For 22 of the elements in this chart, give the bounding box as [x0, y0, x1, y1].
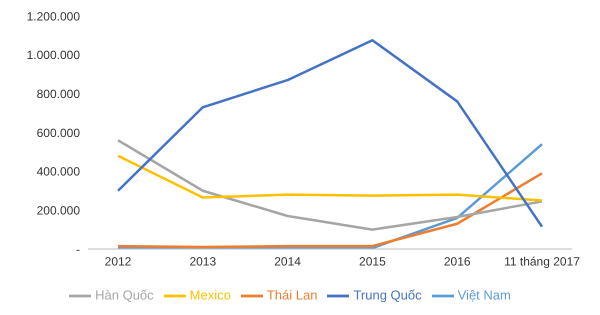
y-tick-label: 1.000.000: [26, 48, 80, 62]
line-series: [116, 39, 544, 228]
legend-label: Mexico: [190, 287, 231, 302]
x-tick-label: 2016: [444, 254, 471, 269]
legend-label: Việt Nam: [458, 287, 511, 302]
y-tick-label: 400.000: [36, 164, 80, 179]
y-tick-label: 600.000: [36, 126, 80, 140]
y-tick-label: 800.000: [36, 86, 80, 101]
x-tick-label: 2015: [359, 254, 386, 269]
x-tick-label: 2012: [104, 254, 132, 269]
legend-label: Trung Quốc: [353, 287, 422, 302]
x-tick-label: 11 tháng 2017: [504, 254, 580, 269]
y-tick-label: -: [76, 242, 80, 256]
y-tick-label: 200.000: [36, 203, 80, 218]
legend-label: Hàn Quốc: [95, 287, 154, 302]
y-tick-label: 1.200.000: [26, 9, 80, 24]
line-series: [116, 139, 544, 231]
x-tick-label: 2013: [189, 254, 216, 269]
legend-label: Thái Lan: [266, 287, 318, 302]
line-series: [116, 154, 544, 202]
line-series: [116, 172, 544, 248]
x-tick-label: 2014: [274, 254, 302, 269]
